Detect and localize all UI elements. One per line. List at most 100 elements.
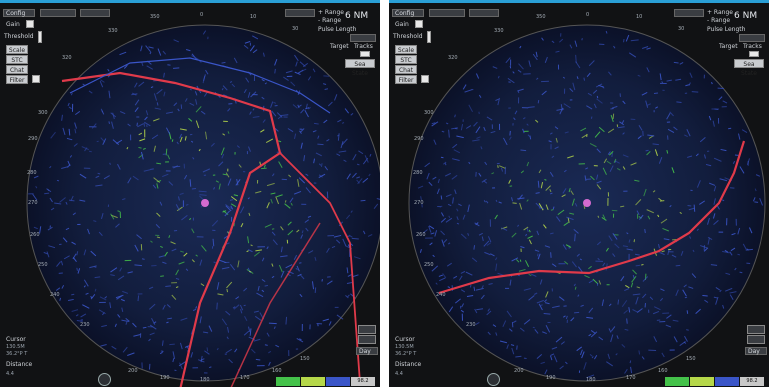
track-line [230, 222, 321, 387]
cursor-value-1: 130.5M [6, 344, 25, 350]
bearing-label: 150 [300, 356, 310, 362]
legend-swatch-1 [276, 377, 300, 386]
bearing-label: 330 [108, 28, 118, 34]
bearing-label: 170 [626, 375, 636, 381]
bearing-label: 30 [678, 26, 685, 32]
pulse-length-label: Pulse Length [318, 26, 357, 33]
gain-toggle[interactable] [415, 20, 423, 28]
legend-value: 98.2 [740, 377, 764, 386]
range-value: 6 NM [734, 11, 758, 21]
scale-button[interactable]: Scale [6, 45, 28, 54]
bearing-label: 240 [436, 292, 446, 298]
chat-button[interactable]: Chat [395, 65, 417, 74]
bearing-label: 10 [636, 14, 643, 20]
center-button[interactable] [487, 373, 500, 386]
top-right-select[interactable] [674, 9, 704, 17]
bearing-label: 300 [424, 110, 434, 116]
top-right-select[interactable] [285, 9, 315, 17]
range-value: 6 NM [345, 11, 369, 21]
legend-swatch-2 [690, 377, 714, 386]
minus-range-button[interactable]: - Range [707, 17, 731, 24]
preset-select[interactable] [80, 9, 110, 17]
bearing-label: 330 [494, 28, 504, 34]
bearing-label: 260 [30, 232, 40, 238]
scale-button[interactable]: Scale [395, 45, 417, 54]
bearing-label: 190 [160, 375, 170, 381]
bearing-label: 270 [414, 200, 424, 206]
bearing-label: 180 [200, 377, 210, 383]
bearing-label: 350 [150, 14, 160, 20]
threshold-label: Threshold [4, 33, 34, 40]
bearing-label: 150 [686, 356, 696, 362]
filter-toggle[interactable] [32, 75, 40, 83]
bearing-label: 280 [413, 170, 423, 176]
threshold-slider[interactable] [38, 31, 42, 43]
threshold-label: Threshold [393, 33, 423, 40]
bearing-label: 160 [272, 368, 282, 374]
plus-range-button[interactable]: + Range [707, 9, 733, 16]
sea-state-button[interactable]: Sea State [345, 59, 375, 77]
bearing-label: 190 [546, 375, 556, 381]
config-select[interactable]: Config [3, 9, 35, 17]
config-select[interactable]: Config [392, 9, 424, 17]
filter-toggle[interactable] [421, 75, 429, 83]
preset-select[interactable] [469, 9, 499, 17]
bearing-label: 200 [128, 368, 138, 374]
gain-label: Gain [6, 21, 20, 28]
cursor-value-1: 130.5M [395, 344, 414, 350]
bearing-label: 230 [80, 322, 90, 328]
bearing-label: 200 [514, 368, 524, 374]
sea-state-button[interactable]: Sea State [734, 59, 764, 77]
threshold-slider[interactable] [427, 31, 431, 43]
gain-label: Gain [395, 21, 409, 28]
bearing-label: 250 [424, 262, 434, 268]
distance-label: Distance [6, 361, 33, 368]
bearing-label: 290 [28, 136, 38, 142]
zoom-in-button[interactable] [747, 325, 765, 334]
track-line [438, 140, 746, 295]
filter-button[interactable]: Filter [6, 75, 28, 84]
mode-select[interactable] [429, 9, 465, 17]
chat-button[interactable]: Chat [6, 65, 28, 74]
radar-clutter [28, 30, 380, 374]
radar-display [408, 24, 766, 382]
center-button[interactable] [98, 373, 111, 386]
stc-button[interactable]: STC [6, 55, 28, 64]
radar-panel-left: Config Gain Threshold Scale STC Chat Fil… [0, 0, 380, 387]
own-ship-marker [583, 199, 591, 207]
tracks-toggle[interactable] [360, 51, 370, 57]
distance-value: 4.4 [395, 371, 403, 377]
bearing-label: 170 [240, 375, 250, 381]
plus-range-button[interactable]: + Range [318, 9, 344, 16]
bearing-label: 250 [38, 262, 48, 268]
pulse-length-select[interactable] [350, 34, 376, 42]
boundary-line [69, 57, 331, 114]
display-mode-select[interactable]: Day [356, 347, 378, 355]
stc-button[interactable]: STC [395, 55, 417, 64]
cursor-value-2: 36.2°P T [395, 351, 417, 357]
zoom-in-button[interactable] [358, 325, 376, 334]
minus-range-button[interactable]: - Range [318, 17, 342, 24]
distance-label: Distance [395, 361, 422, 368]
gain-toggle[interactable] [26, 20, 34, 28]
pulse-length-select[interactable] [739, 34, 765, 42]
bearing-label: 270 [28, 200, 38, 206]
zoom-out-button[interactable] [358, 335, 376, 344]
track-line [61, 71, 282, 387]
bearing-label: 30 [292, 26, 299, 32]
display-mode-select[interactable]: Day [745, 347, 767, 355]
bearing-label: 160 [658, 368, 668, 374]
mode-select[interactable] [40, 9, 76, 17]
bearing-label: 260 [416, 232, 426, 238]
radar-panel-right: Config Gain Threshold Scale STC Chat Fil… [389, 0, 769, 387]
tracks-toggle[interactable] [749, 51, 759, 57]
legend-swatch-3 [715, 377, 739, 386]
bearing-label: 300 [38, 110, 48, 116]
bearing-label: 0 [586, 12, 590, 18]
zoom-out-button[interactable] [747, 335, 765, 344]
bearing-label: 290 [414, 136, 424, 142]
cursor-value-2: 36.2°P T [6, 351, 28, 357]
bearing-label: 240 [50, 292, 60, 298]
target-label: Target [330, 43, 349, 50]
filter-button[interactable]: Filter [395, 75, 417, 84]
